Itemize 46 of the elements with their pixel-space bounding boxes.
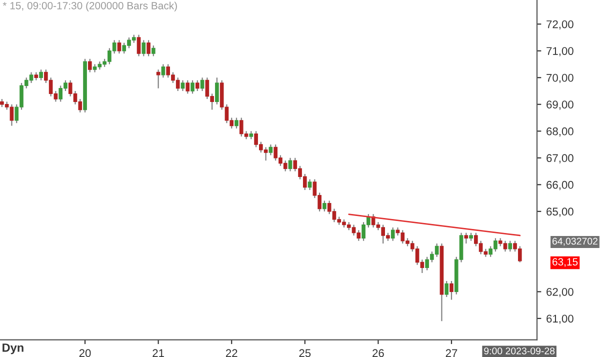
- candlestick: [161, 64, 166, 78]
- y-tick-label: 70,00: [546, 74, 574, 84]
- y-tick-label: 72,00: [546, 20, 574, 30]
- candlestick: [215, 77, 219, 105]
- candlestick: [88, 58, 92, 73]
- candlestick: [142, 40, 146, 57]
- x-tick-label: 25: [299, 349, 311, 357]
- x-tick-label: 21: [152, 349, 164, 357]
- candlestick: [464, 232, 468, 244]
- candlestick: [180, 80, 185, 92]
- chart-title: * 15, 09:00-17:30 (200000 Bars Back): [2, 2, 177, 12]
- candlestick: [234, 117, 238, 130]
- y-tick-label: 69,00: [546, 100, 574, 110]
- x-tick-label: 26: [372, 349, 384, 357]
- candlestick: [288, 157, 292, 172]
- candlestick: [146, 40, 150, 57]
- candlestick: [186, 80, 190, 94]
- x-tick-label: 27: [446, 349, 458, 357]
- text: 63,15: [552, 258, 578, 267]
- candlestick: [136, 34, 141, 57]
- candlestick: [152, 44, 156, 57]
- y-tick-label: 61,00: [546, 314, 574, 324]
- candlestick: [322, 200, 326, 212]
- x-tick-label: 20: [79, 349, 91, 357]
- x-tick-label: 22: [226, 349, 238, 357]
- candlestick: [195, 80, 200, 92]
- candlestick: [117, 40, 122, 54]
- candlestick: [450, 280, 454, 300]
- candlestick: [308, 178, 312, 191]
- candlestick: [39, 69, 43, 81]
- candlestick: [508, 240, 512, 252]
- text: 9:00 2023-09-28: [484, 347, 555, 354]
- y-tick-label: 66,00: [546, 180, 574, 190]
- text: 64,032702: [552, 238, 598, 246]
- candlestick: [156, 69, 160, 89]
- y-tick-label: 67,00: [546, 154, 574, 164]
- candlestick: [190, 80, 194, 94]
- y-tick-label: 68,00: [546, 127, 574, 137]
- candlestick: [444, 280, 449, 298]
- y-tick-label: 62,00: [546, 288, 574, 298]
- y-tick-label: 71,00: [546, 47, 574, 56]
- candlestick: [268, 144, 273, 156]
- candlestick: [390, 226, 395, 242]
- candlestick: [200, 77, 204, 92]
- y-tick-label: 65,00: [546, 208, 574, 217]
- text: Dyn: [2, 344, 24, 354]
